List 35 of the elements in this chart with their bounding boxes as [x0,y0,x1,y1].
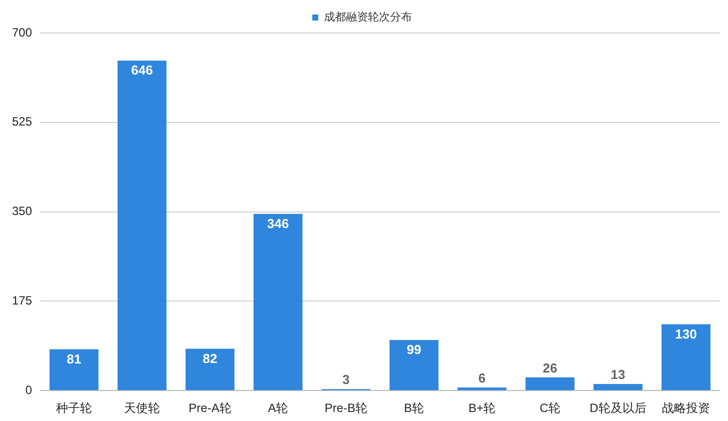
bar [118,60,166,390]
data-label: 99 [406,342,422,358]
x-tick-label: Pre-A轮 [188,401,232,416]
x-tick-label: Pre-B轮 [324,401,368,416]
x-tick-label: 战略投资 [662,401,710,416]
y-tick-label: 700 [12,25,32,40]
y-tick-label: 350 [12,204,32,218]
data-label: 6 [478,370,486,386]
bar [50,349,98,390]
y-tick-label: 0 [25,382,32,397]
bar [458,388,506,390]
legend-label: 成都融资轮次分布 [324,10,412,24]
x-tick-label: B轮 [404,401,424,416]
bar [594,384,642,390]
x-tick-label: D轮及以后 [590,401,646,416]
bar [662,324,710,390]
data-label: 13 [610,367,626,382]
y-tick-label: 175 [12,294,32,308]
x-tick-label: B+轮 [468,401,496,416]
bar [390,340,438,390]
data-label: 646 [131,62,153,78]
bar [526,377,574,390]
x-tick-label: 天使轮 [124,401,160,416]
y-tick-label: 525 [12,114,32,129]
data-label: 346 [267,216,289,231]
bar [254,214,302,390]
data-label: 3 [342,372,350,388]
data-label: 81 [66,351,82,366]
data-label: 130 [675,326,697,342]
data-label: 82 [202,350,218,366]
bar [186,348,234,390]
data-label: 26 [542,360,558,376]
x-tick-label: C轮 [540,401,560,416]
x-tick-label: 种子轮 [56,401,92,416]
x-tick-label: A轮 [268,401,288,416]
